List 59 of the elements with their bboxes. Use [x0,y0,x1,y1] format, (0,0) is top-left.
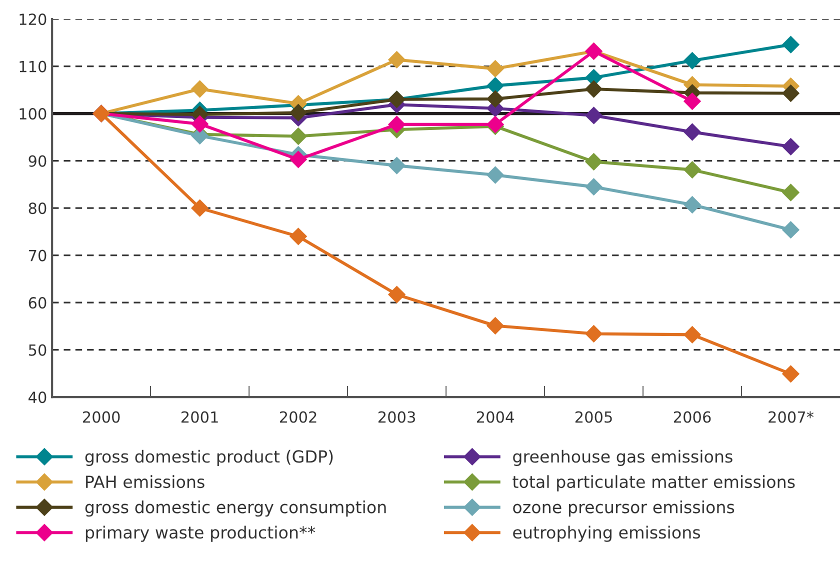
point [388,116,406,133]
point [782,365,800,382]
point [585,106,602,124]
x-tick-label: 2001 [181,411,218,423]
point [191,200,208,217]
point [191,80,208,98]
legend-label: gross domestic energy consumption [85,500,386,517]
point [486,166,504,184]
point [684,161,701,178]
point [585,178,602,196]
y-tick-label: 120 [20,14,46,26]
point [782,221,800,238]
legend-label: primary waste production** [86,526,316,542]
point [191,115,208,133]
point [290,150,307,168]
point [684,326,701,344]
legend-label: ozone precursor emissions [513,500,734,517]
point [486,116,504,133]
legend-label: total particulate matter emissions [512,475,795,492]
point [585,325,602,342]
point [782,36,800,54]
y-tick-label: 40 [28,392,46,404]
y-tick-label: 110 [20,60,46,72]
legend-label: PAH emissions [86,475,204,488]
y-tick-label: 90 [28,155,46,167]
point [782,138,800,156]
point [782,184,800,202]
point [684,123,701,141]
y-tick-label: 80 [28,202,46,214]
x-tick-label: 2005 [575,411,612,423]
y-tick-label: 60 [28,297,46,309]
x-tick-label: 2002 [280,411,316,423]
x-tick-label: 2000 [83,411,120,423]
point [388,51,406,68]
legend-label: gross domestic product (GDP) [85,450,333,466]
y-tick-label: 100 [20,108,46,120]
point [388,157,406,174]
point [684,52,701,70]
point [684,92,701,110]
point [486,317,504,334]
x-tick-label: 2006 [674,411,711,423]
point [486,60,504,78]
legend-label: greenhouse gas emissions [513,450,732,466]
y-tick-label: 50 [28,344,46,356]
point [585,153,602,170]
point [486,90,504,108]
y-tick-label: 70 [29,250,46,262]
legend-label: eutrophying emissions [513,526,700,542]
point [290,104,307,122]
point [290,128,307,145]
point [486,77,504,94]
point [290,228,307,245]
point [585,80,602,98]
x-tick-label: 2007* [768,411,814,423]
point [388,286,406,304]
x-tick-label: 2004 [476,411,514,423]
point [684,196,701,214]
x-tick-label: 2003 [378,411,416,423]
point [782,84,800,102]
